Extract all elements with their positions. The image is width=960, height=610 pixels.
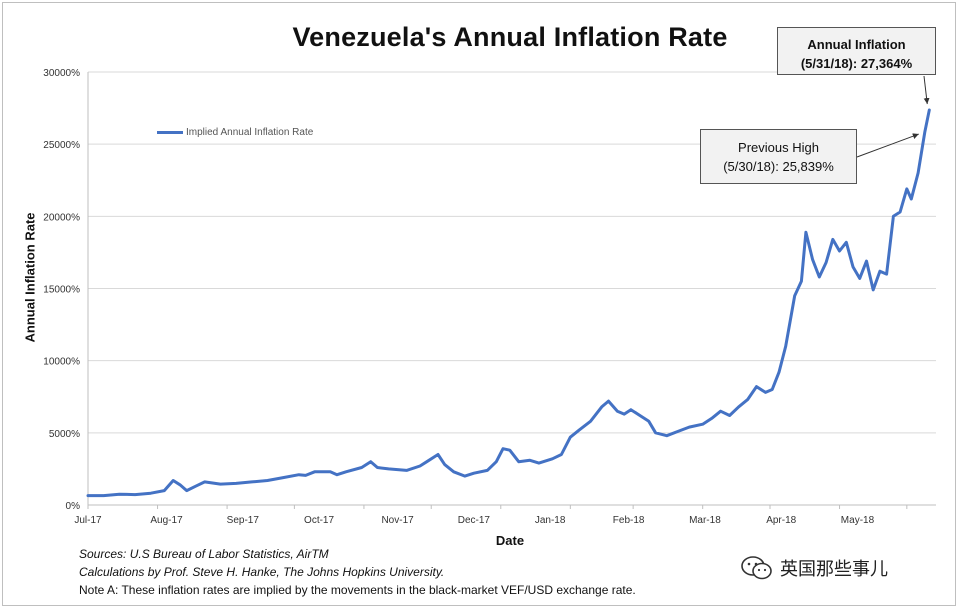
x-tick-label: Jan-18 — [535, 515, 566, 526]
watermark-text: 英国那些事儿 — [780, 559, 888, 579]
note-a: Note A: These inflation rates are implie… — [79, 583, 636, 597]
y-tick-label: 15000% — [43, 285, 80, 296]
legend-entry-label: Implied Annual Inflation Rate — [186, 127, 314, 138]
callout-current-inflation: Annual Inflation (5/31/18): 27,364% — [777, 27, 936, 75]
y-tick-label: 5000% — [49, 429, 80, 440]
callout-prev-line-1: Previous High — [738, 140, 819, 155]
x-tick-label: Mar-18 — [689, 515, 721, 526]
sources-note: Sources: U.S Bureau of Labor Statistics,… — [79, 547, 329, 561]
chart-title: Venezuela's Annual Inflation Rate — [292, 22, 728, 52]
y-tick-label: 25000% — [43, 140, 80, 151]
x-axis-label: Date — [495, 533, 525, 548]
x-tick-label: Dec-17 — [458, 515, 491, 526]
calculations-note: Calculations by Prof. Steve H. Hanke, Th… — [79, 565, 445, 579]
y-tick-label: 10000% — [43, 357, 80, 368]
y-tick-label: 30000% — [43, 68, 80, 79]
x-tick-label: Apr-18 — [766, 515, 796, 526]
callout-prev-line-2: (5/30/18): 25,839% — [723, 159, 834, 174]
wechat-icon — [741, 556, 772, 580]
callout-current-arrow — [923, 75, 930, 105]
legend-swatch — [157, 131, 183, 134]
watermark: 英国那些事儿 — [740, 555, 888, 581]
x-tick-label: Aug-17 — [150, 515, 183, 526]
legend: Implied Annual Inflation Rate — [157, 127, 313, 138]
x-tick-label: Sep-17 — [227, 515, 260, 526]
callout-previous-arrow — [856, 133, 919, 158]
callout-current-line-1: Annual Inflation — [807, 37, 906, 52]
callout-previous-high: Previous High (5/30/18): 25,839% — [700, 129, 857, 184]
x-tick-label: Oct-17 — [304, 515, 334, 526]
source-notes: Sources: U.S Bureau of Labor Statistics,… — [79, 545, 636, 599]
x-tick-label: Nov-17 — [381, 515, 414, 526]
x-tick-label: Feb-18 — [613, 515, 645, 526]
series-line — [86, 108, 931, 498]
y-tick-label: 20000% — [43, 212, 80, 223]
y-axis-label: Annual Inflation Rate — [22, 212, 38, 343]
x-tick-label: Jul-17 — [74, 515, 102, 526]
callout-current-line-2: (5/31/18): 27,364% — [800, 56, 913, 71]
x-tick-label: May-18 — [841, 515, 875, 526]
y-tick-label: 0% — [66, 501, 81, 512]
